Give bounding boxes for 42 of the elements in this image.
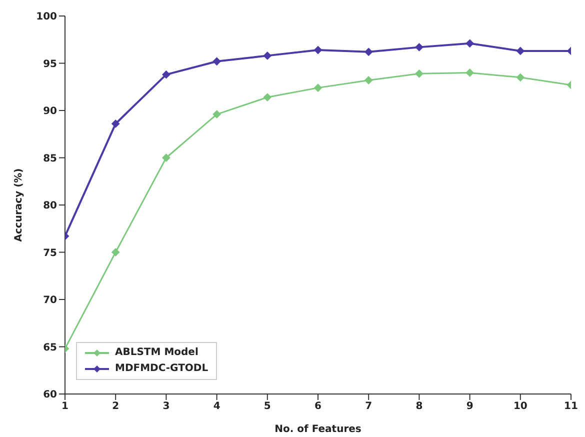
point xyxy=(415,70,424,78)
point xyxy=(415,43,424,52)
y-tick-label: 70 xyxy=(43,295,58,306)
y-tick-label: 95 xyxy=(43,58,58,70)
y-tick-label: 75 xyxy=(43,248,58,259)
point xyxy=(466,39,474,48)
point xyxy=(466,68,474,77)
x-tick-label: 5 xyxy=(264,401,271,412)
y-tick-label: 90 xyxy=(43,106,58,118)
x-tick-label: 11 xyxy=(564,401,578,412)
x-tick-label: 3 xyxy=(162,401,170,412)
x-tick-label: 6 xyxy=(314,401,322,412)
x-tick-label: 9 xyxy=(466,401,474,412)
x-axis-title: No. of Features xyxy=(274,424,362,435)
point xyxy=(314,46,322,54)
y-tick-label: 65 xyxy=(43,342,58,354)
y-axis-title: Accuracy (%) xyxy=(14,168,25,242)
point xyxy=(516,46,524,55)
point xyxy=(263,52,272,60)
x-tick-label: 1 xyxy=(62,401,69,412)
point xyxy=(212,110,221,118)
point xyxy=(263,93,272,102)
x-tick-label: 2 xyxy=(112,401,120,412)
point xyxy=(314,84,322,92)
point xyxy=(516,73,524,82)
legend-label: ABLSTM Model xyxy=(115,346,198,360)
legend-label: MDFMDC-GTODL xyxy=(115,362,208,376)
y-tick-label: 80 xyxy=(43,200,58,212)
y-tick-label: 100 xyxy=(36,12,58,23)
point xyxy=(112,120,120,128)
x-tick-label: 10 xyxy=(513,401,528,412)
x-tick-label: 7 xyxy=(365,401,372,412)
point xyxy=(364,76,373,84)
point xyxy=(162,70,170,79)
point xyxy=(112,248,120,256)
y-tick-label: 60 xyxy=(43,390,58,401)
point xyxy=(364,48,373,56)
x-tick-label: 4 xyxy=(213,401,220,412)
x-tick-label: 8 xyxy=(416,401,423,412)
y-tick-label: 85 xyxy=(43,153,58,164)
point xyxy=(162,154,170,162)
point xyxy=(212,57,221,66)
